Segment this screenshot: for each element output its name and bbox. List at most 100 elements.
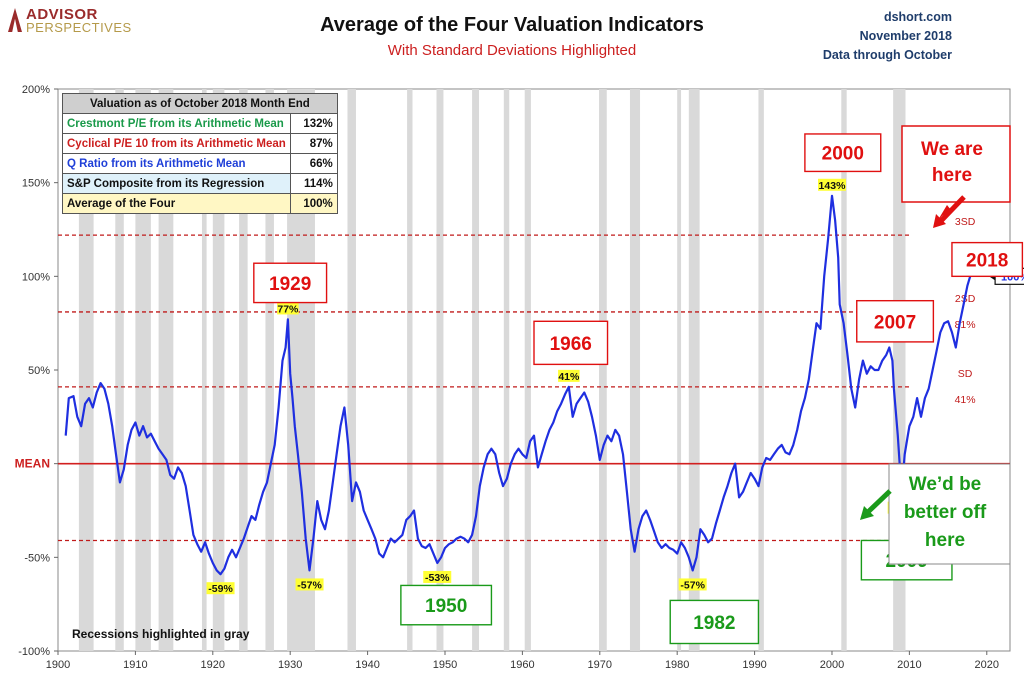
recession-band (503, 89, 510, 651)
table-row: S&P Composite from its Regression 114% (62, 173, 338, 194)
value-label-highlight (206, 582, 235, 595)
value-label-highlight (558, 369, 580, 382)
sd-label: SD (958, 368, 973, 380)
recession-band (677, 89, 682, 651)
valuation-line (64, 194, 979, 576)
row-value-cape: 87% (289, 133, 338, 154)
recession-band (212, 89, 225, 651)
year-box-label: 1950 (425, 596, 467, 617)
callout-text-here: here (932, 165, 972, 186)
year-box-label: 1982 (693, 613, 735, 634)
value-label-highlight (817, 178, 846, 191)
y-tick-label: -50% (24, 552, 50, 564)
x-tick-label: 2000 (820, 659, 844, 671)
table-heading: Valuation as of October 2018 Month End (62, 93, 338, 114)
recession-band (407, 89, 413, 651)
row-value-average: 100% (289, 193, 338, 214)
recession-band (115, 89, 124, 651)
table-row: Crestmont P/E from its Arithmetic Mean 13… (62, 113, 338, 134)
row-label-q-ratio: Q Ratio from its Arithmetic Mean (62, 153, 291, 174)
sd-value-label: 41% (955, 394, 976, 406)
year-box-label: 2018 (966, 250, 1008, 271)
recession-band (78, 89, 94, 651)
value-label-highlight (295, 578, 324, 591)
callout-arrowhead-here (933, 214, 946, 228)
value-label: -53% (425, 572, 450, 584)
callout-text-better: We’d be (909, 474, 982, 495)
year-box-label: 2000 (822, 144, 864, 165)
x-tick-label: 1940 (355, 659, 379, 671)
data-through-label: Data through October (822, 48, 952, 62)
year-box-label: 2007 (874, 312, 916, 333)
recession-band (201, 89, 207, 651)
x-tick-label: 1990 (742, 659, 766, 671)
callout-box-here (901, 125, 1011, 203)
value-label-highlight (678, 578, 707, 591)
recession-band (472, 89, 480, 651)
sd-label: 3SD (955, 216, 976, 228)
callout-text-here: We are (921, 139, 983, 160)
year-box (951, 241, 1024, 278)
x-tick-label: 1980 (665, 659, 689, 671)
recession-band (135, 89, 151, 651)
recession-band (265, 89, 274, 651)
x-tick-label: 1900 (46, 659, 70, 671)
value-label: -57% (680, 579, 705, 591)
row-label-cape: Cyclical P/E 10 from its Arithmetic Mean (62, 133, 291, 154)
x-tick-label: 1970 (588, 659, 612, 671)
recession-band (629, 89, 641, 651)
value-label: -57% (297, 579, 322, 591)
callout-arrow-shaft-here (938, 195, 966, 224)
value-label: 77% (277, 303, 299, 315)
logo-line1: ADVISOR (26, 6, 98, 23)
callout-text-better: better off (904, 502, 987, 523)
callout-arrowhead-better (860, 506, 874, 520)
y-tick-label: 50% (28, 365, 50, 377)
value-label: 143% (819, 180, 847, 192)
value-label-highlight (277, 302, 299, 315)
recession-note: Recessions highlighted in gray (72, 627, 250, 641)
year-box (856, 299, 935, 343)
table-row: Average of the Four 100% (62, 193, 338, 214)
value-label: -59% (208, 583, 233, 595)
callout-arrow-shaft-better (866, 489, 892, 514)
year-box (804, 133, 882, 173)
table-row: Q Ratio from its Arithmetic Mean 66% (62, 153, 338, 174)
x-tick-label: 1930 (278, 659, 302, 671)
recession-band (158, 89, 174, 651)
row-label-crestmont: Crestmont P/E from its Arithmetic Mean (62, 113, 291, 134)
recession-band (239, 89, 248, 651)
source-label: dshort.com (883, 10, 952, 24)
chart-title: Average of the Four Valuation Indicators (320, 14, 704, 36)
row-value-sp-regression: 114% (289, 173, 338, 194)
recession-band (688, 89, 700, 651)
y-tick-label: -100% (18, 646, 50, 658)
recession-band (436, 89, 444, 651)
table-row: Cyclical P/E 10 from its Arithmetic Mean… (62, 133, 338, 154)
y-tick-label: 100% (22, 271, 50, 283)
row-label-average: Average of the Four (62, 193, 291, 214)
x-tick-label: 1910 (123, 659, 147, 671)
recession-band (347, 89, 356, 651)
recession-band (758, 89, 764, 651)
row-label-sp-regression: S&P Composite from its Regression (62, 173, 291, 194)
year-box (400, 584, 493, 626)
year-box (669, 599, 760, 645)
year-box-label: 1929 (269, 274, 311, 295)
y-tick-label: MEAN (15, 457, 50, 471)
year-box (253, 262, 328, 304)
y-tick-label: 150% (22, 178, 50, 190)
y-tick-label: 200% (22, 84, 50, 96)
chart-subtitle: With Standard Deviations Highlighted (387, 42, 637, 59)
value-label-highlight (423, 570, 452, 583)
year-box-label: 1966 (550, 334, 592, 355)
x-tick-label: 2020 (975, 659, 999, 671)
x-tick-label: 1960 (510, 659, 534, 671)
recession-band (524, 89, 531, 651)
x-tick-label: 1950 (433, 659, 457, 671)
row-value-q-ratio: 66% (289, 153, 338, 174)
callout-text-better: here (925, 530, 965, 551)
valuation-table: Valuation as of October 2018 Month End C… (62, 93, 338, 214)
date-label: November 2018 (859, 29, 952, 43)
callout-box-better (888, 463, 1011, 565)
